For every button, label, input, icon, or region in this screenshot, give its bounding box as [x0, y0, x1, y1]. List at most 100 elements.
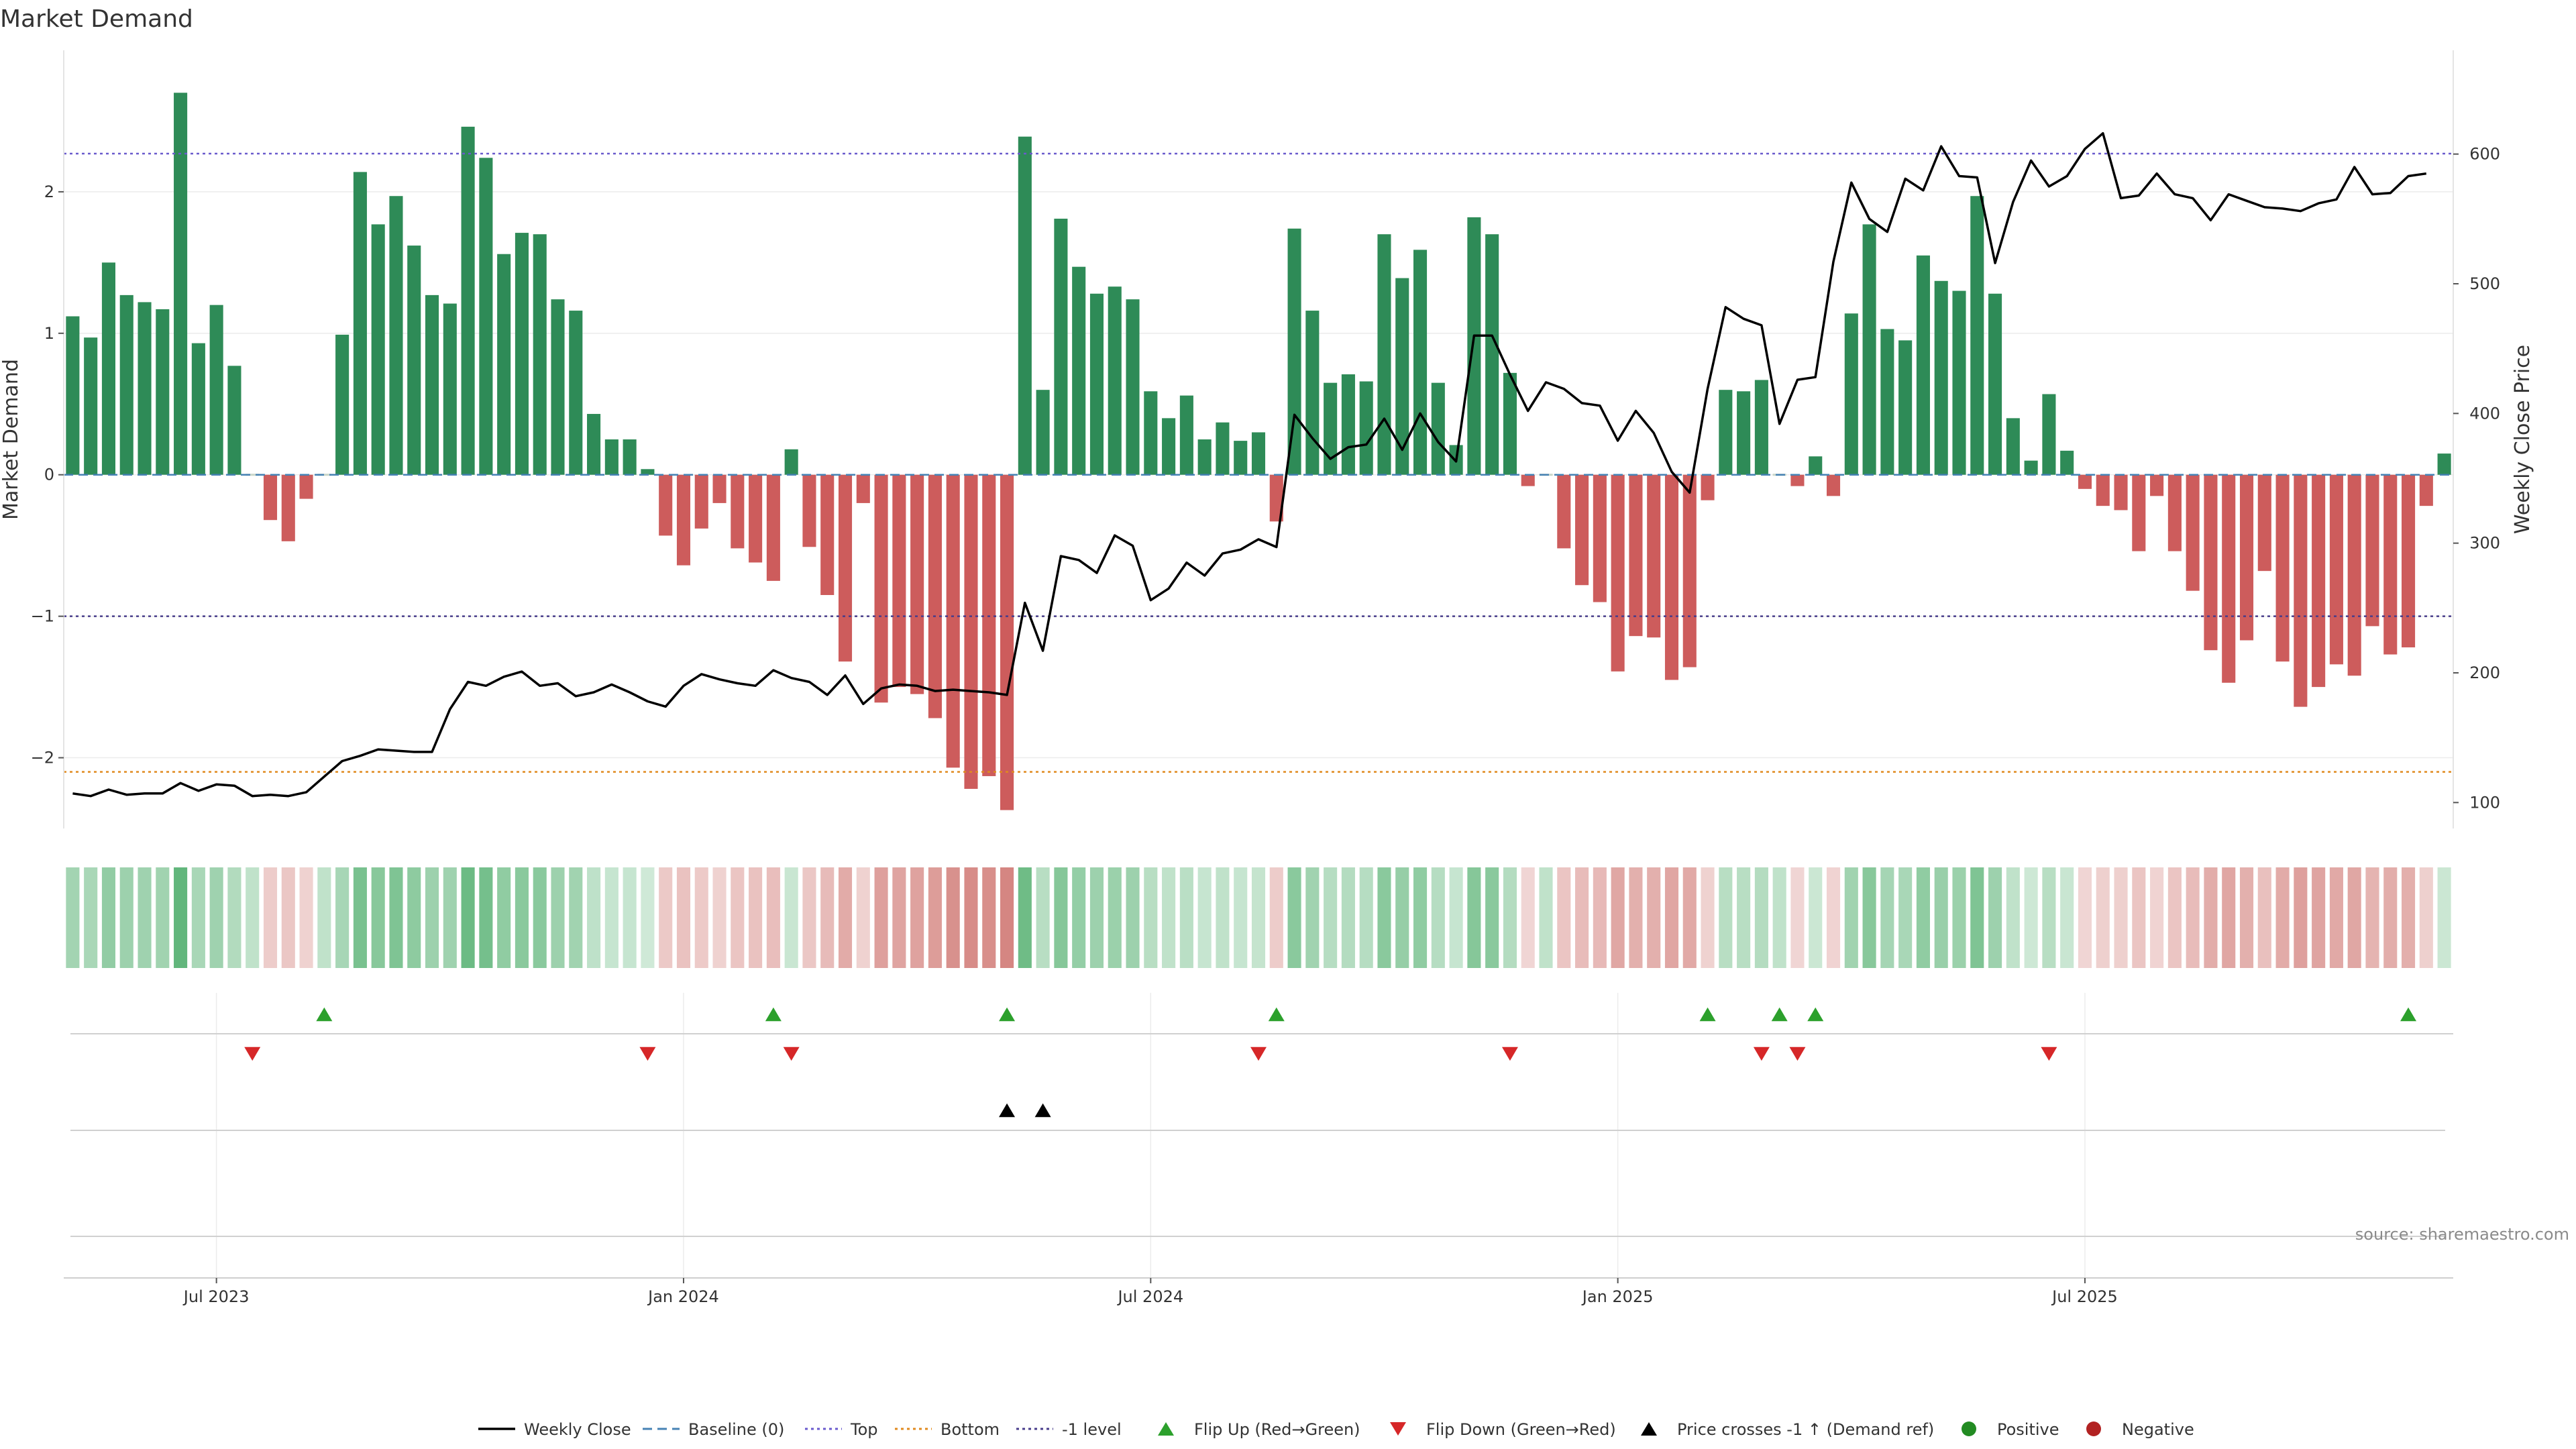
strip-cell	[209, 867, 223, 968]
demand-bar-positive	[1179, 395, 1193, 475]
demand-bar-negative	[2096, 474, 2110, 506]
demand-bar-negative	[263, 474, 278, 521]
strip-cell	[1862, 867, 1876, 968]
demand-bar-positive	[1197, 439, 1212, 475]
strip-cell	[174, 867, 188, 968]
demand-bar-positive	[1952, 290, 1966, 475]
x-tick-label: Jan 2024	[647, 1287, 719, 1306]
strip-cell	[1664, 867, 1679, 968]
left-tick-label: −2	[31, 749, 54, 767]
strip-cell	[407, 867, 421, 968]
strip-cell	[802, 867, 816, 968]
demand-bar-positive	[2006, 418, 2020, 475]
strip-cell	[1916, 867, 1930, 968]
strip-cell	[2402, 867, 2416, 968]
strip-cell	[263, 867, 278, 968]
strip-cell	[2060, 867, 2074, 968]
flip-up-marker	[1807, 1007, 1824, 1022]
legend-icon-negative	[2086, 1421, 2101, 1436]
demand-bar-negative	[856, 474, 870, 503]
strip-cell	[749, 867, 763, 968]
strip-cell	[1754, 867, 1768, 968]
flip-up-marker	[1268, 1007, 1285, 1022]
strip-cell	[299, 867, 313, 968]
strip-cell	[1269, 867, 1283, 968]
strip-cell	[2312, 867, 2326, 968]
strip-cell	[1000, 867, 1014, 968]
right-tick-label: 200	[2469, 663, 2500, 682]
demand-bar-positive	[1898, 340, 1913, 475]
demand-bar-positive	[138, 302, 152, 475]
x-tick-label: Jul 2025	[2051, 1287, 2118, 1306]
strip-cell	[838, 867, 853, 968]
x-tick-label: Jan 2025	[1581, 1287, 1654, 1306]
strip-cell	[2167, 867, 2182, 968]
demand-bar-negative	[2257, 474, 2271, 572]
strip-cell	[425, 867, 439, 968]
strip-cell	[281, 867, 295, 968]
strip-cell	[1413, 867, 1428, 968]
strip-cell	[443, 867, 457, 968]
demand-bar-positive	[1754, 380, 1768, 475]
strip-cell	[1341, 867, 1355, 968]
strip-cell	[928, 867, 942, 968]
demand-bar-positive	[1126, 299, 1140, 475]
strip-cell	[1629, 867, 1643, 968]
strip-cell	[2239, 867, 2254, 968]
strip-cell	[1701, 867, 1715, 968]
x-axis: Jul 2023 Jan 2024 Jul 2024 Jan 2025 Jul 2025	[64, 1277, 2453, 1306]
legend-label: Positive	[1997, 1420, 2059, 1439]
demand-bar-positive	[2437, 453, 2451, 475]
flip-up-marker	[316, 1007, 333, 1022]
source-note: source: sharemaestro.com	[2355, 1225, 2569, 1244]
demand-bar-positive	[407, 246, 421, 475]
strip-cell	[119, 867, 133, 968]
demand-bar-negative	[281, 474, 295, 541]
flip-down-marker	[1789, 1046, 1806, 1061]
price-cross-marker	[1034, 1103, 1051, 1118]
strip-cell	[156, 867, 170, 968]
demand-bar-negative	[1000, 474, 1014, 810]
demand-bar-positive	[156, 309, 170, 475]
demand-bar-positive	[515, 233, 529, 475]
demand-bar-positive	[1377, 234, 1391, 475]
demand-bar-negative	[1629, 474, 1643, 637]
demand-bar-negative	[838, 474, 853, 662]
strip-cell	[892, 867, 906, 968]
strip-cell	[874, 867, 888, 968]
legend: Weekly Close Baseline (0) Top Bottom -1 leve…	[478, 1420, 2194, 1439]
demand-bar-positive	[604, 439, 619, 475]
strip-cell	[1898, 867, 1913, 968]
demand-bar-negative	[928, 474, 942, 718]
strip-cell	[1216, 867, 1230, 968]
strip-cell	[659, 867, 673, 968]
strip-cell	[1934, 867, 1948, 968]
strip-cell	[2186, 867, 2200, 968]
strip-cell	[515, 867, 529, 968]
strip-cell	[1054, 867, 1068, 968]
demand-bar-positive	[1305, 311, 1320, 475]
demand-bar-positive	[1054, 218, 1068, 475]
price-cross-marker	[999, 1103, 1016, 1118]
demand-bar-positive	[389, 196, 403, 475]
demand-bar-positive	[551, 299, 565, 475]
strip-cell	[497, 867, 511, 968]
demand-bar-negative	[802, 474, 816, 547]
strip-cell	[1988, 867, 2002, 968]
right-tick-label: 100	[2469, 793, 2500, 812]
demand-bar-negative	[946, 474, 960, 768]
demand-bar-negative	[1647, 474, 1661, 638]
demand-bar-negative	[1701, 474, 1715, 500]
left-tick-label: 1	[44, 324, 54, 343]
strip-cell	[371, 867, 385, 968]
demand-bar-zero	[246, 474, 260, 476]
flip-down-marker	[783, 1046, 800, 1061]
strip-cell	[1089, 867, 1104, 968]
strip-cell	[1359, 867, 1373, 968]
grid-layer	[64, 191, 2453, 1278]
demand-bar-negative	[2078, 474, 2092, 489]
demand-bar-positive	[479, 158, 493, 475]
flip-down-marker	[1250, 1046, 1267, 1061]
demand-bar-negative	[676, 474, 691, 566]
demand-bar-positive	[1844, 313, 1858, 475]
